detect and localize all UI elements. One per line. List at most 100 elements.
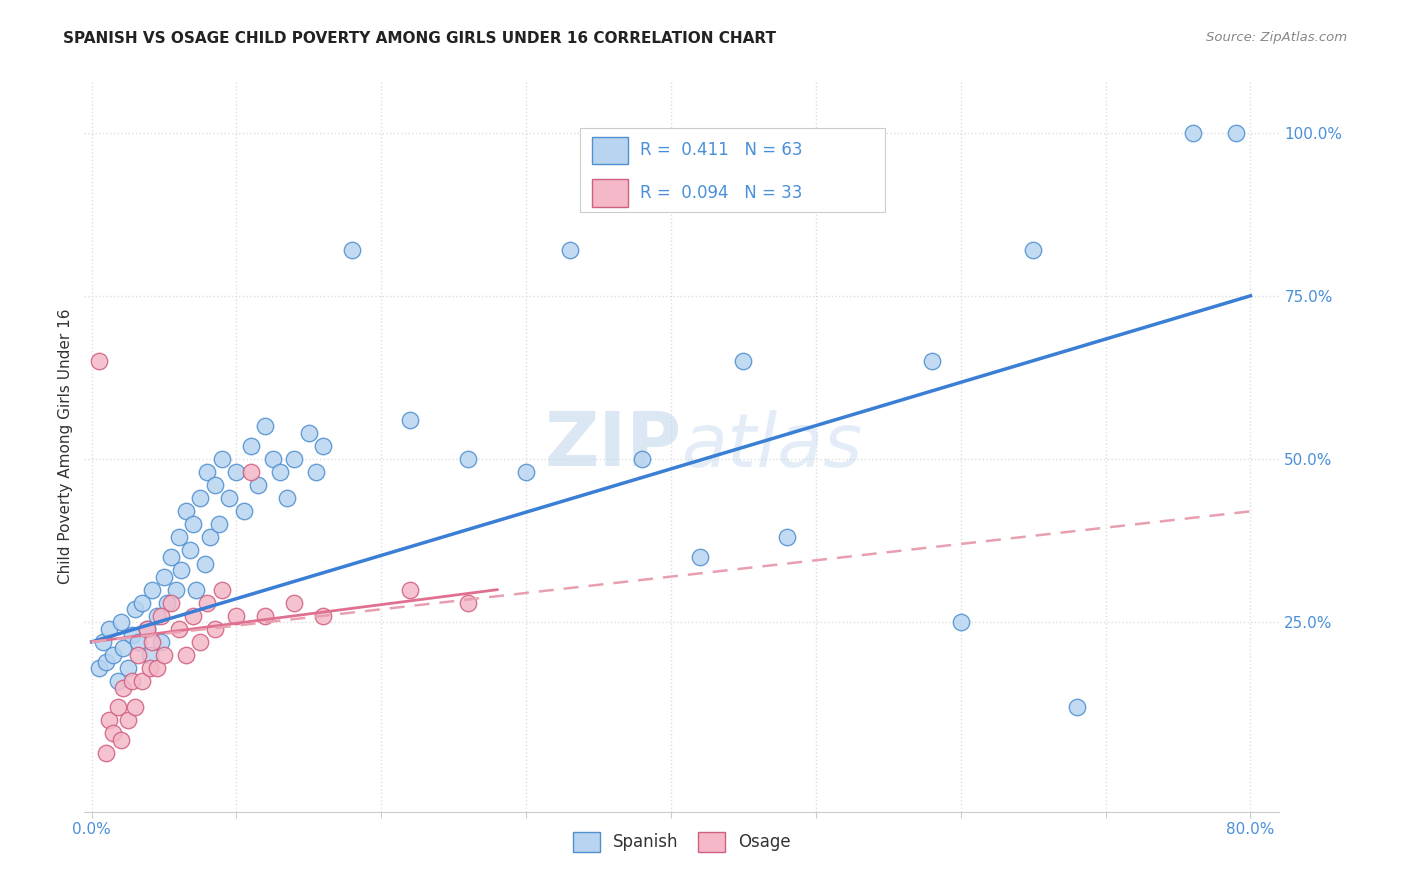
Point xyxy=(457,596,479,610)
Point xyxy=(131,596,153,610)
Point xyxy=(121,628,143,642)
Bar xyxy=(592,179,628,207)
Point xyxy=(208,517,231,532)
Point xyxy=(211,582,233,597)
Point xyxy=(1022,243,1045,257)
Text: R =  0.094   N = 33: R = 0.094 N = 33 xyxy=(640,184,803,202)
Point xyxy=(112,641,135,656)
Point xyxy=(305,465,328,479)
Point xyxy=(312,439,335,453)
Point xyxy=(141,582,163,597)
Point xyxy=(218,491,240,506)
Point xyxy=(269,465,291,479)
Point xyxy=(174,648,197,662)
Point xyxy=(124,700,146,714)
Point xyxy=(138,648,160,662)
Point xyxy=(138,661,160,675)
Point xyxy=(188,635,211,649)
Point xyxy=(150,608,173,623)
Point xyxy=(94,746,117,760)
Point xyxy=(197,465,219,479)
Point xyxy=(283,452,305,467)
Point xyxy=(174,504,197,518)
Point xyxy=(262,452,284,467)
Point xyxy=(131,674,153,689)
Point xyxy=(112,681,135,695)
Point xyxy=(949,615,972,630)
Text: SPANISH VS OSAGE CHILD POVERTY AMONG GIRLS UNDER 16 CORRELATION CHART: SPANISH VS OSAGE CHILD POVERTY AMONG GIR… xyxy=(63,31,776,46)
Point xyxy=(225,465,247,479)
Y-axis label: Child Poverty Among Girls Under 16: Child Poverty Among Girls Under 16 xyxy=(58,309,73,583)
Point xyxy=(232,504,254,518)
Point xyxy=(160,549,183,564)
Point xyxy=(188,491,211,506)
Legend: Spanish, Osage: Spanish, Osage xyxy=(567,826,797,858)
Point xyxy=(167,530,190,544)
Point xyxy=(921,354,943,368)
Text: atlas: atlas xyxy=(682,410,863,482)
Text: Source: ZipAtlas.com: Source: ZipAtlas.com xyxy=(1206,31,1347,45)
Point xyxy=(194,557,217,571)
Point xyxy=(150,635,173,649)
Point xyxy=(399,413,422,427)
Point xyxy=(165,582,187,597)
Point xyxy=(204,478,226,492)
Point xyxy=(94,655,117,669)
Point xyxy=(184,582,207,597)
Point xyxy=(254,419,277,434)
Point xyxy=(1066,700,1088,714)
Point xyxy=(121,674,143,689)
Point xyxy=(160,596,183,610)
Point xyxy=(127,648,149,662)
Point xyxy=(239,439,262,453)
Point xyxy=(631,452,654,467)
Point xyxy=(298,425,321,440)
Point xyxy=(124,602,146,616)
Point xyxy=(181,517,204,532)
Point xyxy=(127,635,149,649)
Point xyxy=(117,661,139,675)
Point xyxy=(211,452,233,467)
Point xyxy=(107,674,129,689)
Point xyxy=(153,648,176,662)
Point xyxy=(457,452,479,467)
Point xyxy=(91,635,114,649)
Point xyxy=(110,615,132,630)
Point xyxy=(87,354,110,368)
Point xyxy=(399,582,422,597)
Point xyxy=(167,622,190,636)
Point xyxy=(558,243,581,257)
Point xyxy=(283,596,305,610)
Point xyxy=(276,491,298,506)
Point xyxy=(103,726,125,740)
Text: ZIP: ZIP xyxy=(544,409,682,483)
Point xyxy=(181,608,204,623)
Point xyxy=(146,661,169,675)
Point xyxy=(342,243,364,257)
Point xyxy=(225,608,247,623)
Point xyxy=(103,648,125,662)
Point xyxy=(110,732,132,747)
Point xyxy=(197,596,219,610)
Point xyxy=(153,569,176,583)
Point xyxy=(1225,126,1247,140)
Point xyxy=(312,608,335,623)
Point xyxy=(239,465,262,479)
FancyBboxPatch shape xyxy=(581,128,886,212)
Point xyxy=(689,549,711,564)
Point xyxy=(733,354,755,368)
Point xyxy=(98,714,121,728)
Point xyxy=(156,596,179,610)
Point xyxy=(515,465,537,479)
Point xyxy=(87,661,110,675)
Point xyxy=(107,700,129,714)
Point xyxy=(200,530,222,544)
Point xyxy=(170,563,193,577)
Point xyxy=(98,622,121,636)
Bar xyxy=(592,136,628,164)
Point xyxy=(179,543,201,558)
Point xyxy=(254,608,277,623)
Point xyxy=(247,478,270,492)
Point xyxy=(776,530,799,544)
Point xyxy=(135,622,157,636)
